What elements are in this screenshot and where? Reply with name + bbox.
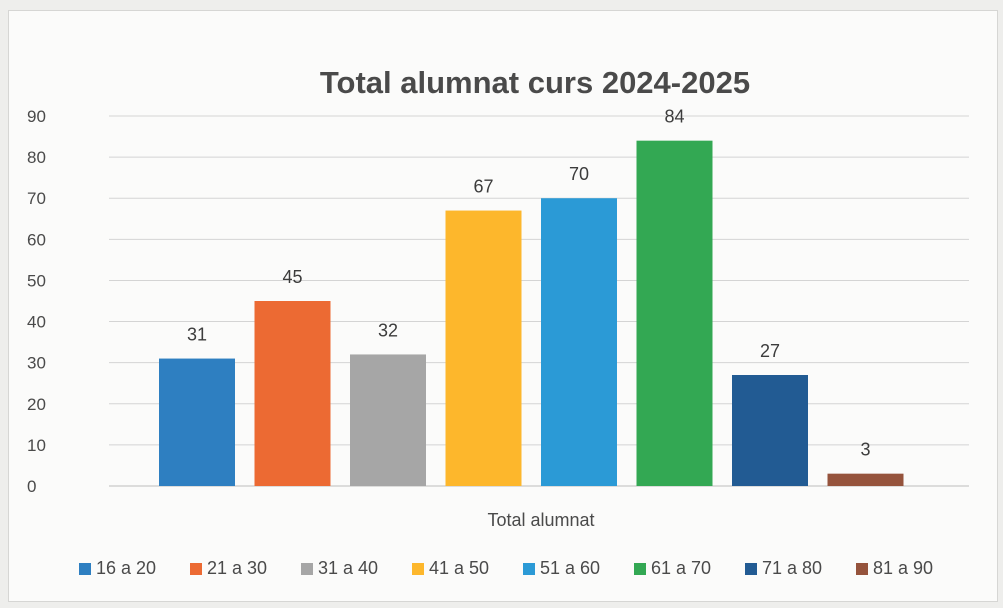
chart-frame: Total alumnat curs 2024-2025 0 10 20 30 40 50… — [8, 10, 998, 602]
legend-swatch — [79, 563, 91, 575]
legend: 16 a 20 21 a 30 31 a 40 41 a 50 51 a 60 61 a … — [79, 558, 933, 578]
data-label: 32 — [378, 320, 398, 340]
legend-item: 21 a 30 — [190, 558, 267, 578]
data-label: 84 — [664, 107, 684, 127]
bar-51-a-60 — [541, 198, 617, 486]
legend-swatch — [190, 563, 202, 575]
legend-swatch — [745, 563, 757, 575]
legend-swatch — [856, 563, 868, 575]
data-label: 45 — [282, 267, 302, 287]
bar-41-a-50 — [445, 210, 522, 487]
legend-item: 41 a 50 — [412, 558, 489, 578]
y-tick-label: 80 — [27, 148, 46, 167]
legend-swatch — [523, 563, 535, 575]
x-category-label: Total alumnat — [487, 510, 594, 530]
legend-swatch — [301, 563, 313, 575]
legend-item: 16 a 20 — [79, 558, 156, 578]
legend-label: 71 a 80 — [762, 558, 822, 578]
legend-label: 16 a 20 — [96, 558, 156, 578]
data-labels: 31 45 32 67 70 84 27 3 — [187, 107, 871, 460]
legend-swatch — [634, 563, 646, 575]
y-tick-label: 70 — [27, 189, 46, 208]
bar-21-a-30 — [254, 301, 331, 486]
data-label: 27 — [760, 341, 780, 361]
data-label: 3 — [860, 440, 870, 460]
legend-label: 31 a 40 — [318, 558, 378, 578]
bar-71-a-80 — [732, 375, 808, 486]
legend-item: 31 a 40 — [301, 558, 378, 578]
y-axis-ticks: 0 10 20 30 40 50 60 70 80 90 — [27, 107, 46, 496]
y-tick-label: 60 — [27, 230, 46, 249]
y-tick-label: 40 — [27, 313, 46, 332]
bar-81-a-90 — [827, 473, 904, 486]
legend-item: 71 a 80 — [745, 558, 822, 578]
bar-16-a-20 — [159, 358, 235, 486]
y-tick-label: 90 — [27, 107, 46, 126]
data-label: 67 — [473, 177, 493, 197]
legend-label: 51 a 60 — [540, 558, 600, 578]
legend-label: 61 a 70 — [651, 558, 711, 578]
legend-item: 81 a 90 — [856, 558, 933, 578]
y-tick-label: 10 — [27, 436, 46, 455]
y-tick-label: 30 — [27, 354, 46, 373]
legend-item: 61 a 70 — [634, 558, 711, 578]
legend-label: 41 a 50 — [429, 558, 489, 578]
bar-31-a-40 — [350, 354, 426, 486]
legend-item: 51 a 60 — [523, 558, 600, 578]
data-label: 31 — [187, 325, 207, 345]
y-tick-label: 20 — [27, 395, 46, 414]
data-label: 70 — [569, 164, 589, 184]
legend-label: 21 a 30 — [207, 558, 267, 578]
chart-title: Total alumnat curs 2024-2025 — [320, 65, 750, 100]
legend-label: 81 a 90 — [873, 558, 933, 578]
legend-swatch — [412, 563, 424, 575]
bar-chart: Total alumnat curs 2024-2025 0 10 20 30 40 50… — [27, 65, 969, 578]
gridlines — [109, 115, 969, 487]
bar-61-a-70 — [636, 140, 713, 486]
y-tick-label: 50 — [27, 271, 46, 290]
y-tick-label: 0 — [27, 477, 36, 496]
bars — [159, 140, 904, 487]
